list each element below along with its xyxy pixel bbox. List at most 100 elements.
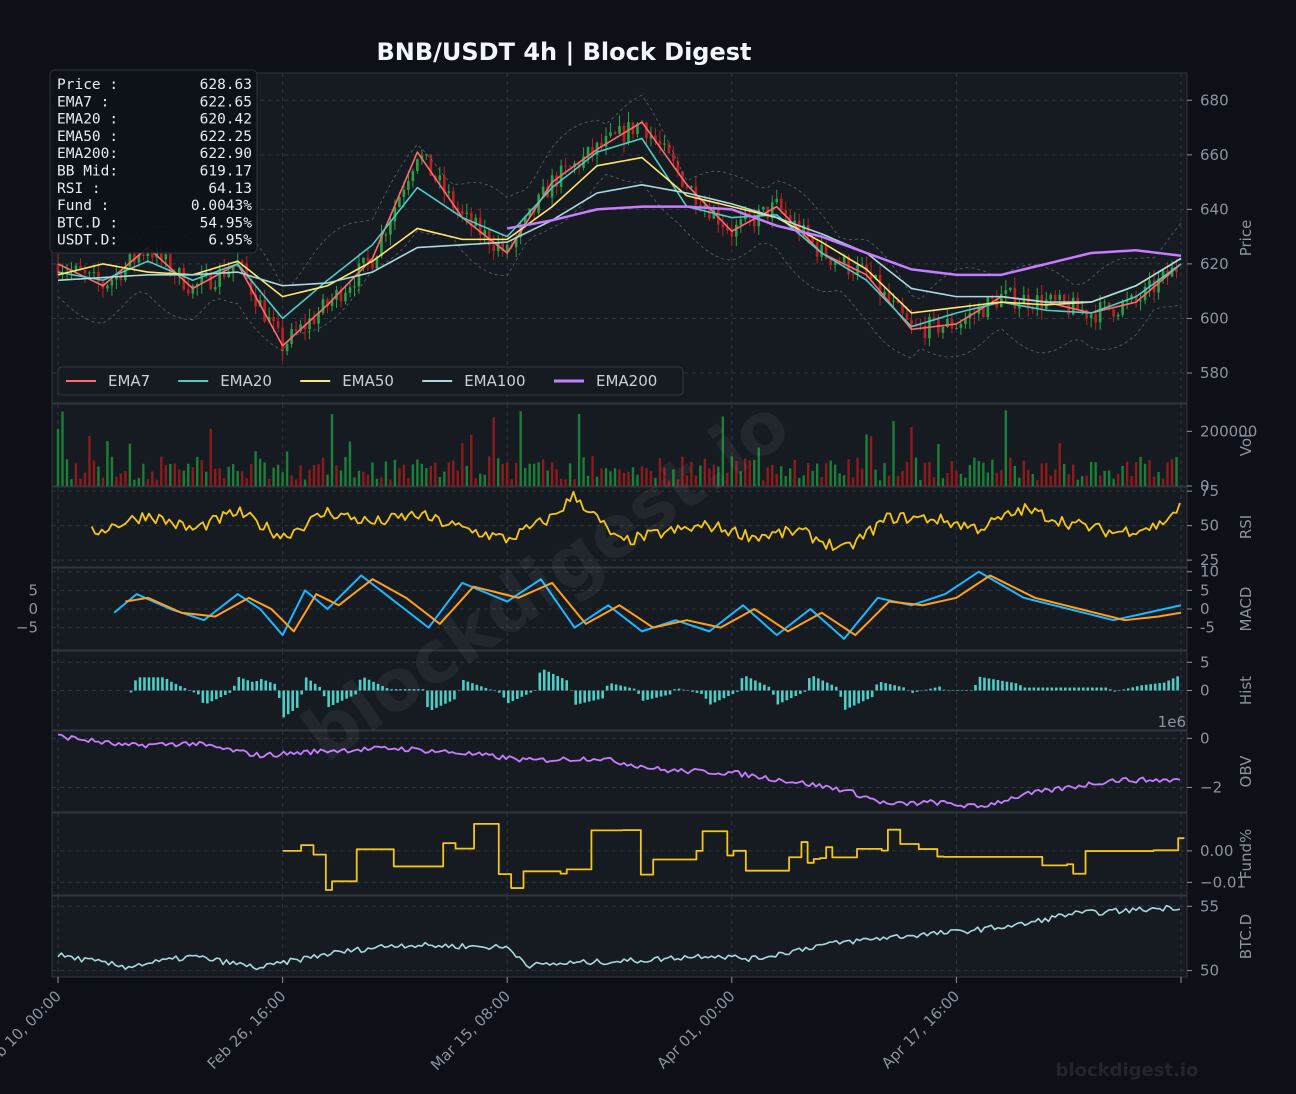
volume-bar: [407, 478, 410, 486]
candle-body: [416, 159, 419, 171]
hist-bar: [147, 677, 151, 691]
candle-body: [74, 265, 78, 270]
volume-bar: [119, 473, 123, 486]
volume-bar: [133, 479, 136, 486]
hist-bar: [1005, 681, 1009, 691]
hist-bar: [902, 687, 905, 691]
hist-bar: [677, 688, 681, 691]
legend-label: EMA100: [464, 372, 525, 390]
candle-body: [317, 313, 320, 324]
hist-bar: [673, 689, 676, 691]
hist-bar: [915, 690, 919, 692]
candle-body: [362, 257, 365, 264]
hist-bar: [268, 682, 272, 691]
candle-body: [160, 247, 163, 260]
volume-tick-label: 200000: [1200, 422, 1257, 440]
info-box-background: [49, 69, 258, 254]
candle-body: [658, 140, 662, 145]
hist-bar: [1158, 683, 1161, 691]
volume-bar: [730, 456, 733, 486]
hist-bar: [210, 690, 214, 702]
hist-bar: [426, 690, 429, 708]
candle-body: [231, 266, 235, 272]
hist-bar: [448, 690, 452, 702]
volume-bar: [726, 472, 729, 486]
rsi-panel: [51, 486, 1188, 568]
rsi-tick-label: 50: [1200, 517, 1219, 535]
volume-bar: [83, 472, 87, 486]
candle-body: [766, 206, 770, 219]
volume-bar: [1148, 460, 1151, 486]
hist-bar: [304, 677, 308, 691]
candle-body: [568, 166, 572, 168]
volume-bar: [308, 469, 311, 486]
hist-bar: [996, 680, 1000, 691]
hist-bar: [453, 690, 456, 700]
volume-bar: [443, 471, 446, 486]
hist-bar: [749, 678, 753, 691]
candle-body: [177, 267, 181, 276]
candle-body: [878, 274, 882, 296]
price-tick-label: 660: [1200, 146, 1229, 164]
candle-body: [124, 266, 127, 281]
volume-bar: [802, 475, 805, 486]
hist-bar: [574, 690, 578, 705]
volume-bar: [214, 468, 217, 486]
macd-tick-label: 5: [1200, 581, 1210, 599]
hist-bar: [947, 690, 950, 691]
funding-tick-label: 0.00: [1200, 842, 1233, 860]
candle-body: [627, 122, 630, 143]
volume-tick-label: 0: [1200, 477, 1210, 495]
candle-body: [555, 175, 558, 187]
candle-body: [371, 260, 374, 269]
hist-bar: [978, 676, 982, 691]
candle-body: [1026, 294, 1030, 309]
volume-bar: [667, 480, 671, 486]
volume-bar: [568, 463, 572, 486]
volume-bar: [874, 469, 877, 486]
hist-bar: [529, 690, 533, 693]
volume-bar: [65, 459, 69, 486]
hist-bar: [942, 689, 946, 691]
hist-bar: [475, 684, 479, 691]
hist-bar: [1095, 687, 1099, 691]
volume-bar: [919, 479, 922, 486]
volume-bar: [744, 458, 747, 486]
candle-body: [564, 165, 567, 167]
hist-bar: [1135, 686, 1139, 691]
volume-bar: [1098, 475, 1102, 486]
hist-bar: [812, 676, 816, 691]
volume-bar: [1121, 466, 1124, 486]
hist-bar: [403, 689, 407, 691]
hist-bar: [241, 678, 245, 691]
candle-body: [1157, 278, 1160, 293]
candle-body: [1049, 294, 1053, 300]
volume-bar: [303, 479, 307, 486]
candle-body: [636, 123, 639, 135]
volume-bar: [474, 478, 477, 486]
candle-body: [496, 242, 500, 252]
hist-bar: [1081, 687, 1085, 691]
candle-body: [465, 212, 469, 214]
series-rsi: [90, 490, 1181, 551]
hist-bar: [291, 690, 295, 712]
candle-body: [393, 206, 397, 222]
candle-body: [487, 230, 491, 246]
volume-bar: [537, 462, 540, 486]
hist-bar: [821, 680, 825, 691]
info-value: 64.13: [208, 181, 252, 197]
volume-bar: [964, 477, 967, 486]
volume-bar: [231, 464, 235, 486]
hist-bar: [161, 677, 164, 691]
hist-bar: [197, 690, 200, 695]
hist-bar: [906, 689, 910, 691]
candle-body: [806, 224, 810, 237]
hist-bar: [138, 677, 142, 691]
candle-body: [88, 272, 91, 274]
volume-bar: [663, 467, 666, 486]
hist-bar: [551, 673, 555, 691]
candle-body: [218, 268, 222, 288]
hist-bar: [794, 690, 798, 697]
candle-body: [1031, 308, 1035, 310]
volume-bar: [914, 457, 918, 486]
